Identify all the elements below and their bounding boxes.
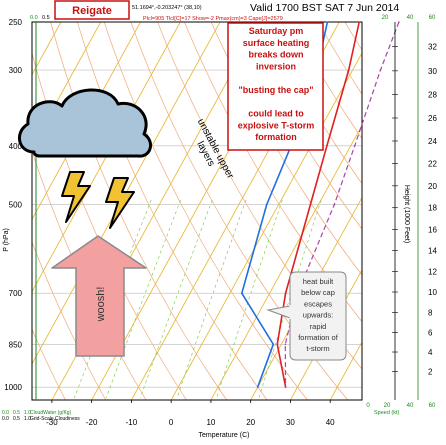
speed-tick-label: 60 [429, 15, 436, 21]
temperature-point [348, 69, 350, 71]
speed-tick-label: 40 [407, 15, 414, 21]
height-axis-label: Height (1000 Feet) [403, 185, 410, 243]
heat-callout-text: heat built below cap escapes upwards: rapid f… [298, 277, 339, 353]
cloudiness-label: Grid-Scale Cloudiness [30, 416, 80, 422]
parcel-point [334, 204, 336, 206]
speed-label: Speed (kt) [374, 410, 400, 416]
heating-line: inversion [256, 61, 296, 71]
x-tick-label: -10 [126, 418, 138, 427]
height-tick-label: 12 [428, 267, 437, 276]
heat-callout-line: escapes [304, 299, 332, 308]
speed-tick-label: 20 [382, 15, 389, 21]
speed-tick-label: 60 [429, 403, 436, 409]
heating-line: "busting the cap" [238, 85, 313, 95]
height-tick-label: 4 [428, 348, 433, 357]
x-tick-label: 10 [206, 418, 215, 427]
cloud-tick-label: 0.5 [42, 15, 50, 21]
parcel-point [285, 344, 287, 346]
height-tick-label: 14 [428, 247, 437, 256]
heat-callout-line: upwards: [303, 311, 333, 320]
heat-callout-line: formation of [298, 333, 339, 342]
speed-tick-label: 20 [384, 403, 391, 409]
pressure-tick-label: 850 [9, 340, 23, 349]
parcel-point [380, 69, 382, 71]
height-tick-label: 10 [428, 288, 437, 297]
temperature-point [310, 204, 312, 206]
dewpoint-point [241, 292, 243, 294]
parcel-point [398, 21, 400, 23]
x-tick-label: 40 [326, 418, 335, 427]
x-tick-label: -20 [86, 418, 98, 427]
pressure-tick-label: 300 [9, 66, 23, 75]
height-tick-label: 24 [428, 137, 437, 146]
heating-annotation: Saturday pm surface heating breaks downinv… [238, 26, 315, 142]
x-tick-label: 20 [246, 418, 255, 427]
parcel-point [354, 145, 356, 147]
height-tick-label: 16 [428, 225, 437, 234]
indices-label: Plcl=905 Tlcl[C]=17 Show=-2 Pmax(cm)=3 C… [143, 16, 283, 22]
speed-tick-label: 40 [407, 403, 414, 409]
heating-line: formation [255, 132, 297, 142]
height-tick-label: 6 [428, 328, 433, 337]
valid-time: Valid 1700 BST SAT 7 Jun 2014 [250, 2, 399, 14]
parcel-point [285, 386, 287, 388]
temperature-point [285, 292, 287, 294]
x-tick-label: 0 [169, 418, 174, 427]
heating-line: Saturday pm [249, 26, 304, 36]
heat-callout-line: t-storm [306, 344, 329, 353]
coords-label: 51.1694°,-0.203247° (38,10) [132, 5, 202, 11]
dewpoint-point [327, 21, 329, 23]
cloudiness-tick-label: 0.0 [2, 416, 9, 422]
woosh-label: woosh! [95, 287, 107, 323]
height-tick-label: 26 [428, 114, 437, 123]
heat-callout-line: below cap [301, 288, 335, 297]
dewpoint-point [266, 204, 268, 206]
cloudiness-tick-label: 0.5 [13, 416, 20, 422]
heating-line: breaks down [248, 50, 303, 60]
height-tick-label: 2 [428, 367, 433, 376]
heating-line: could lead to [248, 109, 304, 119]
height-tick-label: 32 [428, 43, 437, 52]
pressure-tick-label: 700 [9, 289, 23, 298]
pressure-tick-label: 250 [9, 18, 23, 27]
heating-line: surface heating [243, 38, 310, 48]
height-tick-label: 22 [428, 160, 437, 169]
height-tick-label: 30 [428, 67, 437, 76]
x-tick-label: 30 [286, 418, 295, 427]
dewpoint-point [273, 344, 275, 346]
heat-callout-line: rapid [310, 322, 327, 331]
temperature-point [358, 21, 360, 23]
cloud-tick-label: 0.0 [30, 15, 38, 21]
temperature-point [277, 344, 279, 346]
pressure-tick-label: 1000 [4, 383, 22, 392]
location-label: Reigate [72, 5, 112, 17]
x-axis-label: Temperature (C) [199, 432, 250, 439]
heat-callout-line: heat built [303, 277, 334, 286]
height-tick-label: 28 [428, 91, 437, 100]
height-tick-label: 18 [428, 204, 437, 213]
pressure-tick-label: 500 [9, 201, 23, 210]
dewpoint-point [257, 386, 259, 388]
height-tick-label: 20 [428, 182, 437, 191]
y-axis-label: P (hPa) [3, 228, 10, 252]
heating-line: explosive T-storm [238, 120, 315, 130]
height-tick-label: 8 [428, 308, 433, 317]
temperature-point [326, 145, 328, 147]
